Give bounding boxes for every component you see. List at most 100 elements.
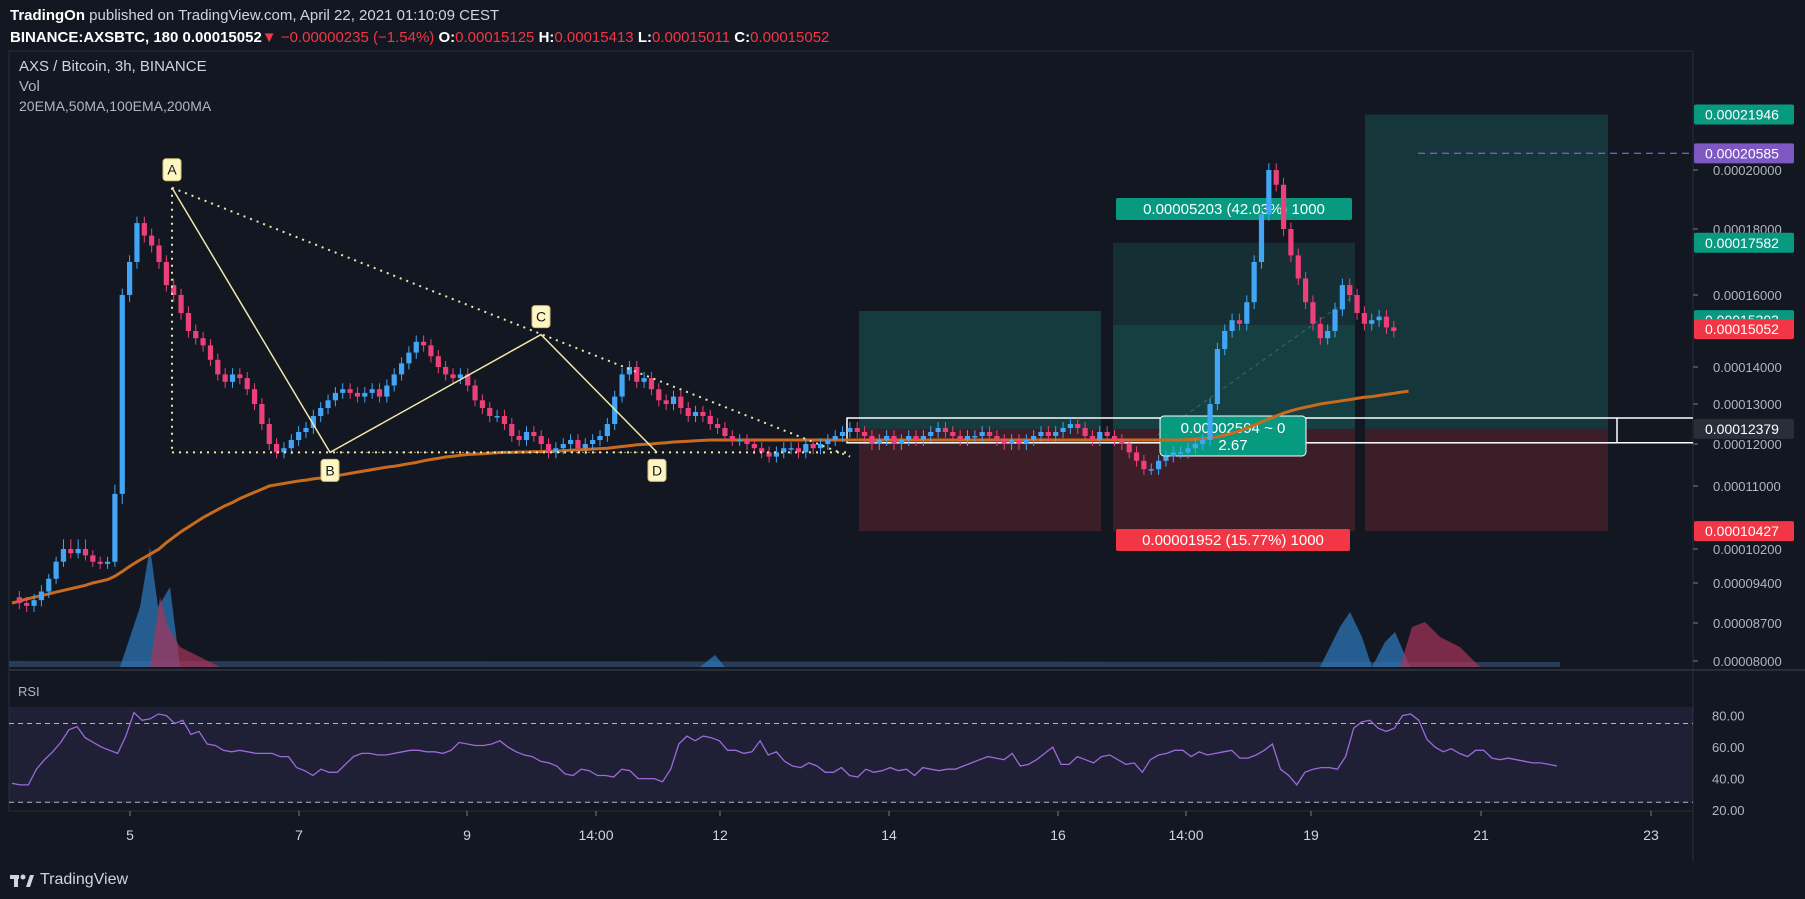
candle-body bbox=[803, 444, 809, 453]
candle-body bbox=[296, 432, 302, 440]
candle-body bbox=[884, 436, 890, 440]
candle-body bbox=[1001, 440, 1007, 444]
loss-label-box[interactable] bbox=[1116, 529, 1350, 551]
position-1-loss-zone[interactable] bbox=[859, 428, 1101, 532]
candle-body bbox=[31, 600, 37, 606]
profit-label-box[interactable] bbox=[1116, 198, 1352, 220]
candle-body bbox=[163, 262, 169, 286]
candle-body bbox=[1156, 460, 1162, 470]
time-axis-label: 14 bbox=[881, 827, 897, 843]
candle-body bbox=[46, 578, 52, 592]
projection-line bbox=[1157, 294, 1356, 436]
time-axis[interactable]: 5 7 9 14:00 12 14 16 14:00 19 21 23 bbox=[126, 811, 1659, 843]
candle-body bbox=[648, 378, 655, 390]
candle-body bbox=[1295, 255, 1301, 279]
loss-label-text: 0.00001952 (15.77%) 1000 bbox=[1142, 532, 1324, 549]
price-axis[interactable]: 0.000200000.000180000.000160000.00014000… bbox=[1693, 104, 1794, 669]
candle-body bbox=[457, 374, 463, 379]
position-1-profit-zone[interactable] bbox=[859, 311, 1101, 429]
candle-body bbox=[773, 452, 779, 457]
candle-body bbox=[744, 440, 750, 444]
chart-canvas[interactable]: 0.00005203 (42.03%) 1000 0.00001952 (15.7… bbox=[0, 50, 1805, 862]
price-axis-label: 0.00009400 bbox=[1713, 576, 1782, 591]
candle-body bbox=[1045, 432, 1051, 436]
pattern-point-c-box[interactable] bbox=[531, 305, 551, 329]
publish-line: TradingOn published on TradingView.com, … bbox=[10, 7, 499, 24]
time-axis-label: 9 bbox=[463, 827, 471, 843]
candle-body bbox=[1369, 320, 1375, 324]
price-axis-label: 0.00013000 bbox=[1713, 397, 1782, 412]
candle-body bbox=[634, 367, 640, 382]
candle-body bbox=[854, 428, 860, 432]
candle-body bbox=[560, 444, 566, 449]
position-2-profit-zone[interactable] bbox=[1113, 242, 1355, 429]
candle-body bbox=[332, 392, 338, 401]
price-tag-box[interactable] bbox=[1694, 319, 1794, 340]
candle-body bbox=[759, 448, 765, 453]
price-tag-box[interactable] bbox=[1694, 232, 1794, 253]
candle-body bbox=[421, 341, 427, 346]
candle-body bbox=[1031, 436, 1037, 440]
price-tag-box[interactable] bbox=[1694, 104, 1794, 125]
position-tools[interactable]: 0.00005203 (42.03%) 1000 0.00001952 (15.7… bbox=[846, 114, 1693, 551]
candle-body bbox=[207, 345, 214, 360]
candle-body bbox=[398, 363, 405, 375]
candle-body bbox=[663, 400, 669, 404]
candle-body bbox=[839, 432, 846, 436]
price-tag-box[interactable] bbox=[1694, 521, 1794, 542]
candle-body bbox=[340, 389, 346, 393]
abcd-pattern[interactable]: A B C D bbox=[162, 158, 851, 482]
position-3-loss-zone[interactable] bbox=[1365, 428, 1608, 532]
candle-body bbox=[1178, 452, 1184, 454]
candle-body bbox=[82, 549, 89, 556]
time-axis-label: 23 bbox=[1643, 827, 1659, 843]
price-tag-box[interactable] bbox=[1694, 418, 1794, 439]
candle-body bbox=[1376, 316, 1382, 321]
position-2-profit-fill bbox=[1113, 325, 1355, 429]
price-axis-label: 0.00016000 bbox=[1713, 288, 1782, 303]
candle-body bbox=[817, 444, 824, 449]
candle-body bbox=[1200, 440, 1206, 444]
candle-body bbox=[266, 424, 272, 444]
candle-body bbox=[1067, 424, 1073, 428]
candle-body bbox=[1038, 432, 1044, 436]
price-axis-label: 0.00008700 bbox=[1713, 616, 1782, 631]
candle-body bbox=[626, 367, 632, 375]
candle-body bbox=[986, 432, 993, 436]
candle-body bbox=[1163, 456, 1169, 461]
candle-body bbox=[1266, 170, 1272, 215]
triangle-upper-line[interactable] bbox=[171, 186, 851, 458]
candle-body bbox=[171, 285, 177, 295]
candle-body bbox=[950, 432, 956, 436]
abcd-zigzag[interactable] bbox=[171, 187, 658, 454]
candle-body bbox=[707, 416, 713, 424]
candle-body bbox=[237, 374, 243, 379]
candle-body bbox=[112, 493, 118, 562]
candle-body bbox=[1258, 214, 1265, 262]
pattern-point-a-box[interactable] bbox=[162, 158, 182, 182]
measure-label-ratio: 2.67 bbox=[1218, 437, 1247, 454]
change-text: −0.00000235 (−1.54%) bbox=[280, 29, 435, 46]
pattern-point-b-label: B bbox=[325, 462, 334, 478]
pattern-point-b-box[interactable] bbox=[320, 458, 340, 482]
position-3-profit-zone[interactable] bbox=[1365, 114, 1608, 429]
candle-body bbox=[913, 436, 919, 440]
candle-body bbox=[494, 416, 500, 418]
tradingview-logo-icon[interactable] bbox=[10, 871, 34, 889]
pattern-point-d-box[interactable] bbox=[647, 458, 667, 482]
candle-body bbox=[413, 341, 419, 353]
low-label: L: bbox=[637, 29, 652, 46]
candle-body bbox=[1244, 302, 1250, 324]
candle-body bbox=[1016, 440, 1022, 444]
candle-body bbox=[127, 262, 133, 295]
candle-body bbox=[972, 436, 978, 438]
publisher-name[interactable]: TradingOn bbox=[10, 7, 85, 24]
price-tag-box[interactable] bbox=[1694, 143, 1794, 164]
tradingview-logo-text[interactable]: TradingView bbox=[40, 871, 129, 888]
candle-body bbox=[575, 440, 581, 449]
candle-body bbox=[692, 412, 699, 416]
candle-body bbox=[1075, 424, 1081, 428]
down-arrow-icon: ▼ bbox=[261, 29, 277, 46]
time-axis-label: 5 bbox=[126, 827, 134, 843]
chart-header: TradingOn published on TradingView.com, … bbox=[0, 0, 1805, 50]
